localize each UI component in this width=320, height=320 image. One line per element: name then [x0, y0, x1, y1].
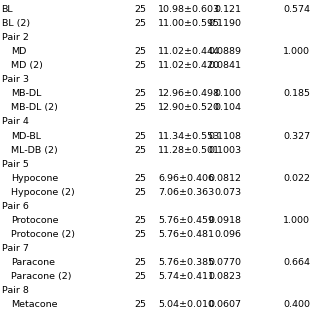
Text: 25: 25 — [134, 300, 147, 309]
Text: 11.28±0.501: 11.28±0.501 — [158, 146, 220, 155]
Text: 10.98±0.603: 10.98±0.603 — [158, 5, 220, 14]
Text: 0.1190: 0.1190 — [209, 19, 242, 28]
Text: 25: 25 — [134, 5, 147, 14]
Text: Pair 3: Pair 3 — [2, 75, 28, 84]
Text: 5.74±0.411: 5.74±0.411 — [158, 272, 214, 281]
Text: 25: 25 — [134, 230, 147, 239]
Text: 0.0841: 0.0841 — [209, 61, 242, 70]
Text: 12.96±0.498: 12.96±0.498 — [158, 89, 220, 98]
Text: 0.664: 0.664 — [283, 258, 310, 267]
Text: Hypocone (2): Hypocone (2) — [11, 188, 75, 197]
Text: 0.0812: 0.0812 — [209, 174, 242, 183]
Text: 0.400: 0.400 — [283, 300, 310, 309]
Text: 5.04±0.010: 5.04±0.010 — [158, 300, 214, 309]
Text: Pair 2: Pair 2 — [2, 33, 28, 42]
Text: ML-DB (2): ML-DB (2) — [11, 146, 58, 155]
Text: 25: 25 — [134, 216, 147, 225]
Text: Pair 4: Pair 4 — [2, 117, 28, 126]
Text: 0.1108: 0.1108 — [209, 132, 242, 140]
Text: 25: 25 — [134, 61, 147, 70]
Text: Protocone: Protocone — [11, 216, 59, 225]
Text: 25: 25 — [134, 188, 147, 197]
Text: 5.76±0.459: 5.76±0.459 — [158, 216, 214, 225]
Text: 12.90±0.520: 12.90±0.520 — [158, 103, 220, 112]
Text: BL: BL — [2, 5, 13, 14]
Text: Paracone: Paracone — [11, 258, 55, 267]
Text: 0.0918: 0.0918 — [209, 216, 242, 225]
Text: 0.096: 0.096 — [215, 230, 242, 239]
Text: Pair 7: Pair 7 — [2, 244, 28, 253]
Text: MB-DL: MB-DL — [11, 89, 42, 98]
Text: 0.121: 0.121 — [215, 5, 242, 14]
Text: Metacone: Metacone — [11, 300, 58, 309]
Text: 6.96±0.406: 6.96±0.406 — [158, 174, 214, 183]
Text: Pair 6: Pair 6 — [2, 202, 28, 211]
Text: 25: 25 — [134, 272, 147, 281]
Text: 1.000: 1.000 — [283, 216, 310, 225]
Text: 0.0607: 0.0607 — [209, 300, 242, 309]
Text: 25: 25 — [134, 89, 147, 98]
Text: Protocone (2): Protocone (2) — [11, 230, 75, 239]
Text: Pair 8: Pair 8 — [2, 286, 28, 295]
Text: 0.073: 0.073 — [214, 188, 242, 197]
Text: 5.76±0.385: 5.76±0.385 — [158, 258, 214, 267]
Text: 0.327: 0.327 — [283, 132, 310, 140]
Text: BL (2): BL (2) — [2, 19, 30, 28]
Text: MB-DL (2): MB-DL (2) — [11, 103, 58, 112]
Text: 0.100: 0.100 — [215, 89, 242, 98]
Text: 11.02±0.420: 11.02±0.420 — [158, 61, 220, 70]
Text: 11.34±0.553: 11.34±0.553 — [158, 132, 221, 140]
Text: Paracone (2): Paracone (2) — [11, 272, 72, 281]
Text: 25: 25 — [134, 146, 147, 155]
Text: 0.022: 0.022 — [283, 174, 310, 183]
Text: 0.0770: 0.0770 — [209, 258, 242, 267]
Text: 0.0823: 0.0823 — [208, 272, 242, 281]
Text: 7.06±0.363: 7.06±0.363 — [158, 188, 215, 197]
Text: 0.0889: 0.0889 — [209, 47, 242, 56]
Text: MD-BL: MD-BL — [11, 132, 41, 140]
Text: 25: 25 — [134, 174, 147, 183]
Text: 25: 25 — [134, 258, 147, 267]
Text: 25: 25 — [134, 47, 147, 56]
Text: 25: 25 — [134, 132, 147, 140]
Text: MD: MD — [11, 47, 27, 56]
Text: 11.02±0.444: 11.02±0.444 — [158, 47, 220, 56]
Text: 1.000: 1.000 — [283, 47, 310, 56]
Text: 11.00±0.595: 11.00±0.595 — [158, 19, 220, 28]
Text: MD (2): MD (2) — [11, 61, 43, 70]
Text: 0.104: 0.104 — [215, 103, 242, 112]
Text: 0.574: 0.574 — [283, 5, 310, 14]
Text: 25: 25 — [134, 19, 147, 28]
Text: Pair 5: Pair 5 — [2, 160, 28, 169]
Text: 5.76±0.481: 5.76±0.481 — [158, 230, 214, 239]
Text: 0.185: 0.185 — [283, 89, 310, 98]
Text: 0.1003: 0.1003 — [208, 146, 242, 155]
Text: 25: 25 — [134, 103, 147, 112]
Text: Hypocone: Hypocone — [11, 174, 59, 183]
